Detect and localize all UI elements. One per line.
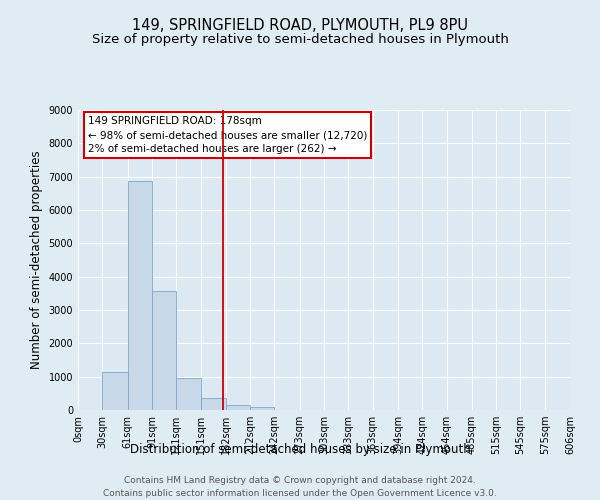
Bar (128, 181, 152, 410)
Bar (152, 292, 176, 410)
Bar (176, 378, 200, 410)
Text: Distribution of semi-detached houses by size in Plymouth: Distribution of semi-detached houses by … (130, 442, 470, 456)
Text: 149, SPRINGFIELD ROAD, PLYMOUTH, PL9 8PU: 149, SPRINGFIELD ROAD, PLYMOUTH, PL9 8PU (132, 18, 468, 32)
Y-axis label: Number of semi-detached properties: Number of semi-detached properties (30, 150, 43, 370)
Text: 149 SPRINGFIELD ROAD: 178sqm
← 98% of semi-detached houses are smaller (12,720)
: 149 SPRINGFIELD ROAD: 178sqm ← 98% of se… (88, 116, 367, 154)
Text: Contains public sector information licensed under the Open Government Licence v3: Contains public sector information licen… (103, 489, 497, 498)
Bar (103, 372, 128, 410)
Bar (200, 398, 226, 410)
Bar (250, 407, 274, 410)
Text: Size of property relative to semi-detached houses in Plymouth: Size of property relative to semi-detach… (92, 32, 508, 46)
Bar (226, 405, 250, 410)
Text: Contains HM Land Registry data © Crown copyright and database right 2024.: Contains HM Land Registry data © Crown c… (124, 476, 476, 485)
